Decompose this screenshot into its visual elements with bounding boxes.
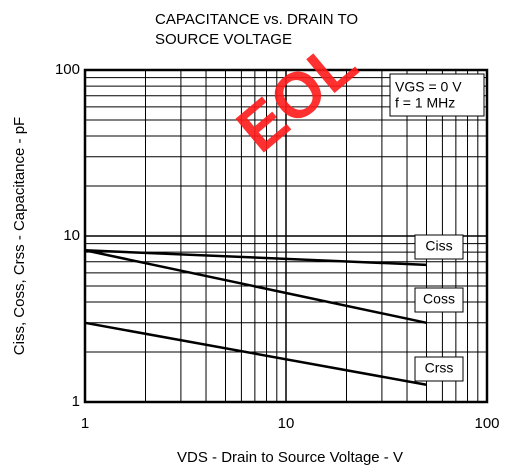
annotation: VGS = 0 V [395, 79, 462, 95]
series-label-box [414, 287, 464, 313]
y-axis-label: Ciss, Coss, Crss - Capacitance - pF [11, 117, 28, 355]
series-label: Crss [425, 360, 454, 376]
series-line [84, 249, 427, 325]
series-label-box [414, 234, 464, 260]
series-label: Ciss [425, 238, 452, 254]
x-tick-label: 10 [278, 415, 295, 432]
x-tick-label: 1 [81, 415, 89, 432]
y-tick-label: 1 [72, 393, 80, 410]
chart-title: SOURCE VOLTAGE [155, 31, 292, 48]
plot-frame [83, 68, 489, 404]
annotation-box [389, 73, 485, 117]
series-line [84, 321, 427, 386]
series-label-box [414, 356, 464, 382]
y-tick-label: 100 [55, 61, 80, 78]
series-line [84, 249, 427, 267]
x-tick-label: 100 [474, 415, 499, 432]
chart-title: CAPACITANCE vs. DRAIN TO [155, 11, 358, 28]
y-tick-label: 10 [63, 227, 80, 244]
series-label: Coss [423, 291, 455, 307]
x-axis-label: VDS - Drain to Source Voltage - V [177, 449, 403, 466]
annotation: f = 1 MHz [395, 95, 455, 111]
